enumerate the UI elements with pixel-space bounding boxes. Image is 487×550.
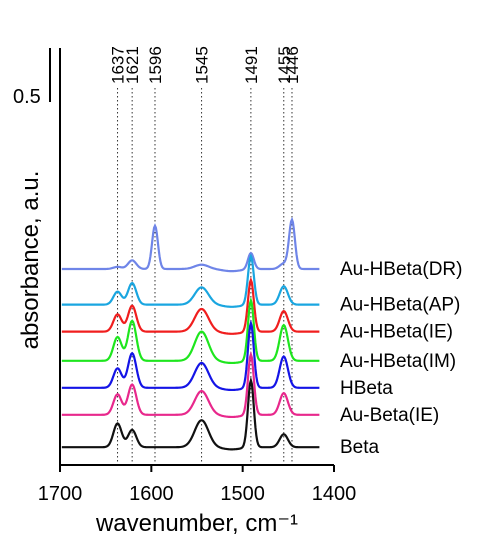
series-label: Au-HBeta(DR) bbox=[340, 259, 462, 280]
x-tick-label: 1600 bbox=[129, 483, 174, 505]
spectrum-line bbox=[61, 319, 320, 392]
series-label: Au-Beta(IE) bbox=[340, 405, 439, 426]
x-axis bbox=[59, 48, 334, 466]
spectrum-line bbox=[61, 296, 320, 365]
x-tick-label: 1400 bbox=[312, 483, 357, 505]
x-axis-label: wavenumber, cm⁻¹ bbox=[95, 510, 298, 537]
series-label: Au-HBeta(IM) bbox=[340, 351, 456, 372]
spectrum-line bbox=[61, 253, 320, 308]
series-labels: Au-HBeta(DR) Au-HBeta(AP) Au-HBeta(IE) Au-H… bbox=[340, 259, 462, 458]
series-label: HBeta bbox=[340, 378, 393, 399]
scale-bar: 0.5 bbox=[13, 48, 51, 108]
peak-label: 1455 bbox=[275, 46, 294, 84]
peak-label: 1596 bbox=[146, 46, 165, 84]
spectrum-line bbox=[61, 350, 320, 419]
peak-label: 1446 bbox=[283, 46, 302, 84]
spectrum-line bbox=[61, 216, 320, 273]
spectrum-line bbox=[61, 276, 320, 335]
series-label: Beta bbox=[340, 437, 380, 458]
scale-bar-label: 0.5 bbox=[13, 86, 41, 108]
spectrum-line bbox=[61, 376, 320, 451]
series-label: Au-HBeta(IE) bbox=[340, 322, 453, 343]
y-axis-label: absorbance, a.u. bbox=[17, 171, 44, 350]
peak-label: 1637 bbox=[109, 46, 128, 84]
peak-label: 1491 bbox=[242, 46, 261, 84]
series-label: Au-HBeta(AP) bbox=[340, 295, 460, 316]
spectra-series bbox=[61, 216, 320, 451]
x-tick-label: 1700 bbox=[38, 483, 83, 505]
peak-label: 1545 bbox=[193, 46, 212, 84]
x-ticks: 1700 1600 1500 1400 bbox=[38, 465, 357, 505]
peak-reference-lines bbox=[117, 88, 293, 465]
peak-label: 1621 bbox=[123, 46, 142, 84]
x-tick-label: 1500 bbox=[220, 483, 265, 505]
